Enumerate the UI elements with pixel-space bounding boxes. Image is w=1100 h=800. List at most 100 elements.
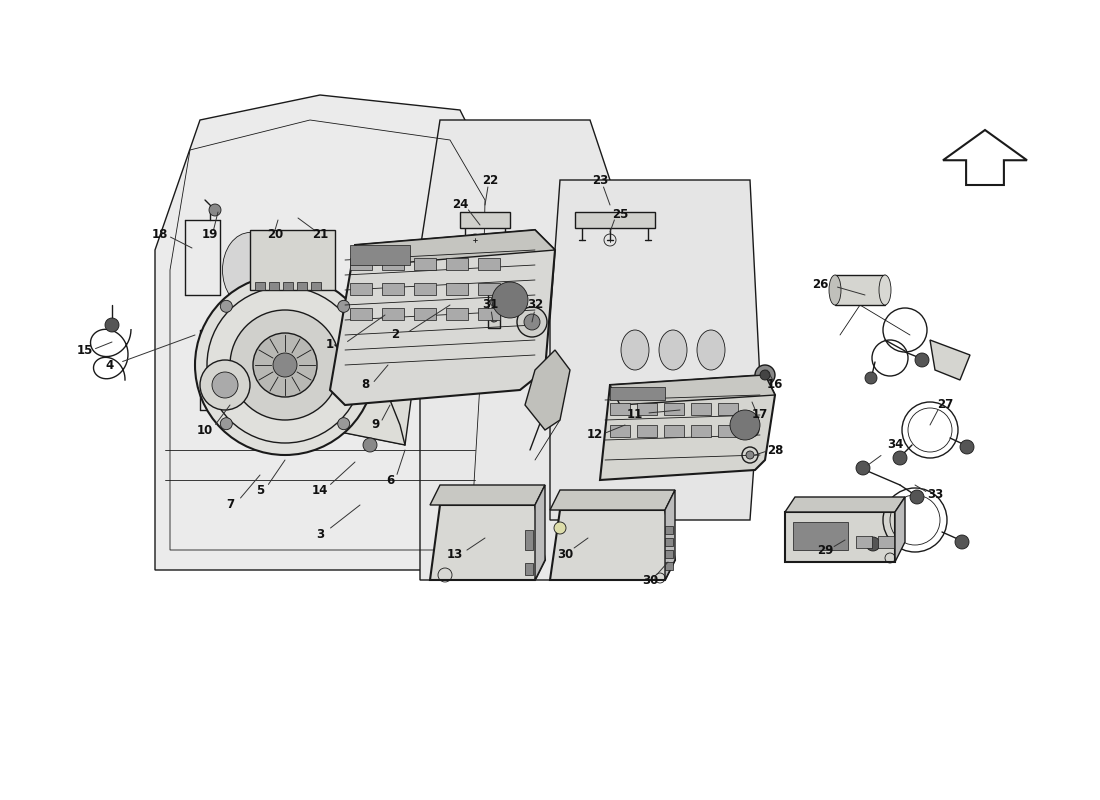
Polygon shape — [785, 497, 905, 512]
Polygon shape — [550, 180, 760, 520]
Circle shape — [730, 410, 760, 440]
Text: 31: 31 — [482, 298, 498, 311]
Bar — [664, 403, 684, 415]
Text: 4: 4 — [106, 358, 114, 371]
Text: 12: 12 — [587, 429, 603, 442]
Circle shape — [955, 535, 969, 549]
Text: 14: 14 — [311, 483, 328, 497]
Circle shape — [104, 318, 119, 332]
Circle shape — [910, 490, 924, 504]
Text: 29: 29 — [817, 543, 833, 557]
Polygon shape — [550, 510, 675, 580]
Text: 24: 24 — [452, 198, 469, 211]
Polygon shape — [535, 485, 544, 580]
Bar — [691, 425, 711, 437]
Bar — [488, 290, 501, 328]
Text: 8: 8 — [361, 378, 370, 391]
Bar — [666, 562, 673, 570]
Bar — [785, 512, 895, 562]
Bar — [250, 230, 336, 290]
Polygon shape — [575, 212, 654, 228]
Circle shape — [856, 461, 870, 475]
Bar — [350, 258, 372, 270]
Bar — [478, 258, 500, 270]
Polygon shape — [835, 275, 886, 305]
Text: 6: 6 — [386, 474, 394, 486]
Text: 19: 19 — [201, 229, 218, 242]
Circle shape — [195, 275, 375, 455]
Circle shape — [755, 365, 775, 385]
Text: 34: 34 — [887, 438, 903, 451]
Bar — [691, 403, 711, 415]
Text: 15: 15 — [77, 343, 94, 357]
Bar — [666, 526, 673, 534]
Ellipse shape — [879, 275, 891, 305]
Text: 25: 25 — [612, 209, 628, 222]
Bar — [637, 403, 657, 415]
Text: 2: 2 — [390, 329, 399, 342]
Text: 26: 26 — [812, 278, 828, 291]
Circle shape — [220, 300, 232, 312]
Text: 20: 20 — [267, 229, 283, 242]
Bar — [382, 308, 404, 320]
Bar — [610, 387, 665, 400]
Polygon shape — [460, 212, 510, 228]
Circle shape — [212, 372, 238, 398]
Circle shape — [253, 333, 317, 397]
Text: 23: 23 — [592, 174, 608, 186]
Circle shape — [490, 314, 498, 322]
Bar — [283, 282, 293, 290]
Circle shape — [915, 353, 930, 367]
Circle shape — [338, 418, 350, 430]
Polygon shape — [355, 230, 556, 265]
Text: 1: 1 — [326, 338, 334, 351]
Bar — [446, 283, 468, 295]
Circle shape — [960, 440, 974, 454]
Text: 28: 28 — [767, 443, 783, 457]
Circle shape — [746, 451, 754, 459]
Text: 9: 9 — [371, 418, 380, 431]
Circle shape — [230, 310, 340, 420]
Circle shape — [893, 451, 907, 465]
Text: 30: 30 — [557, 549, 573, 562]
Polygon shape — [420, 120, 615, 580]
Bar — [666, 550, 673, 558]
Circle shape — [492, 282, 528, 318]
Bar — [666, 538, 673, 546]
Bar — [297, 282, 307, 290]
Ellipse shape — [829, 275, 842, 305]
Bar — [478, 308, 500, 320]
Circle shape — [745, 423, 759, 437]
Text: 3: 3 — [316, 529, 324, 542]
Text: 18: 18 — [152, 229, 168, 242]
Circle shape — [865, 372, 877, 384]
Circle shape — [524, 314, 540, 330]
Bar — [525, 563, 533, 575]
Ellipse shape — [659, 330, 688, 370]
Circle shape — [363, 438, 377, 452]
Bar — [382, 258, 404, 270]
Text: 7: 7 — [226, 498, 234, 511]
Bar — [350, 308, 372, 320]
Text: 10: 10 — [197, 423, 213, 437]
Bar — [255, 282, 265, 290]
Polygon shape — [430, 505, 544, 580]
Polygon shape — [930, 340, 970, 380]
Bar — [637, 425, 657, 437]
Circle shape — [554, 522, 566, 534]
Bar — [664, 425, 684, 437]
Polygon shape — [430, 485, 544, 505]
Circle shape — [338, 300, 350, 312]
Text: 21: 21 — [312, 229, 328, 242]
Polygon shape — [600, 375, 775, 480]
Circle shape — [273, 353, 297, 377]
Bar — [382, 283, 404, 295]
Polygon shape — [330, 230, 556, 405]
Text: 16: 16 — [767, 378, 783, 391]
Bar — [311, 282, 321, 290]
Text: 27: 27 — [937, 398, 953, 411]
Circle shape — [866, 537, 880, 551]
Text: 5: 5 — [256, 483, 264, 497]
Bar — [414, 258, 436, 270]
Polygon shape — [525, 350, 570, 430]
